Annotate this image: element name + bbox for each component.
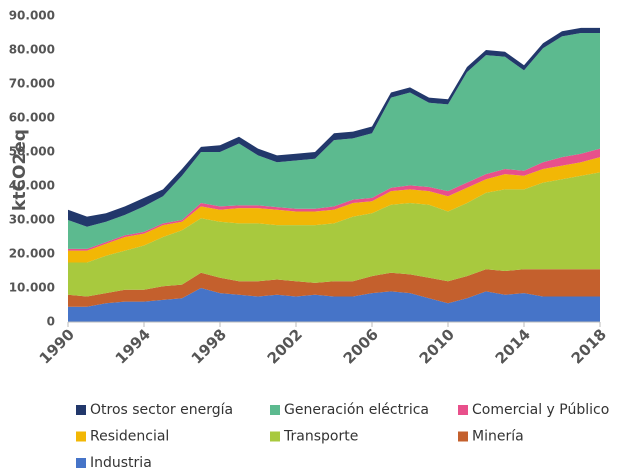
legend-swatch [76,405,86,415]
legend-swatch [76,431,86,442]
area [68,288,600,322]
y-tick-label: 40.000 [9,179,55,193]
y-tick-label: 50.000 [9,145,55,159]
legend-swatch [76,458,86,468]
legend-swatch [458,431,468,442]
area [68,33,600,249]
x-tick-label: 1998 [188,325,230,367]
x-tick-label: 2010 [416,325,458,367]
legend-label: Comercial y Público [472,402,609,418]
y-tick-label: 20.000 [9,247,55,261]
area [68,172,600,297]
y-tick-label: 90.000 [9,9,55,23]
x-tick-label: 2018 [568,325,610,367]
y-tick-label: 10.000 [9,281,55,295]
x-tick-label: 2006 [340,325,382,367]
y-axis-label: ktCO2eq [10,129,30,211]
y-tick-label: 80.000 [9,43,55,57]
x-tick-label: 1990 [36,325,78,367]
legend-swatch [270,431,280,442]
x-tick-label: 2002 [264,325,306,367]
legend-swatch [270,405,280,415]
area [68,269,600,307]
y-tick-label: 60.000 [9,111,55,125]
y-tick-label: 30.000 [9,213,55,227]
legend-label: Otros sector energía [90,402,233,418]
x-tick-label: 2014 [492,325,534,367]
y-tick-label: 0 [47,315,55,329]
legend-label: Transporte [283,429,358,445]
legend-swatch [458,405,468,415]
legend-label: Residencial [90,429,169,445]
legend-label: Generación eléctrica [284,402,429,418]
legend-label: Minería [472,429,524,445]
y-tick-label: 70.000 [9,77,55,91]
legend-label: Industria [90,455,152,471]
x-tick-label: 1994 [112,325,154,367]
